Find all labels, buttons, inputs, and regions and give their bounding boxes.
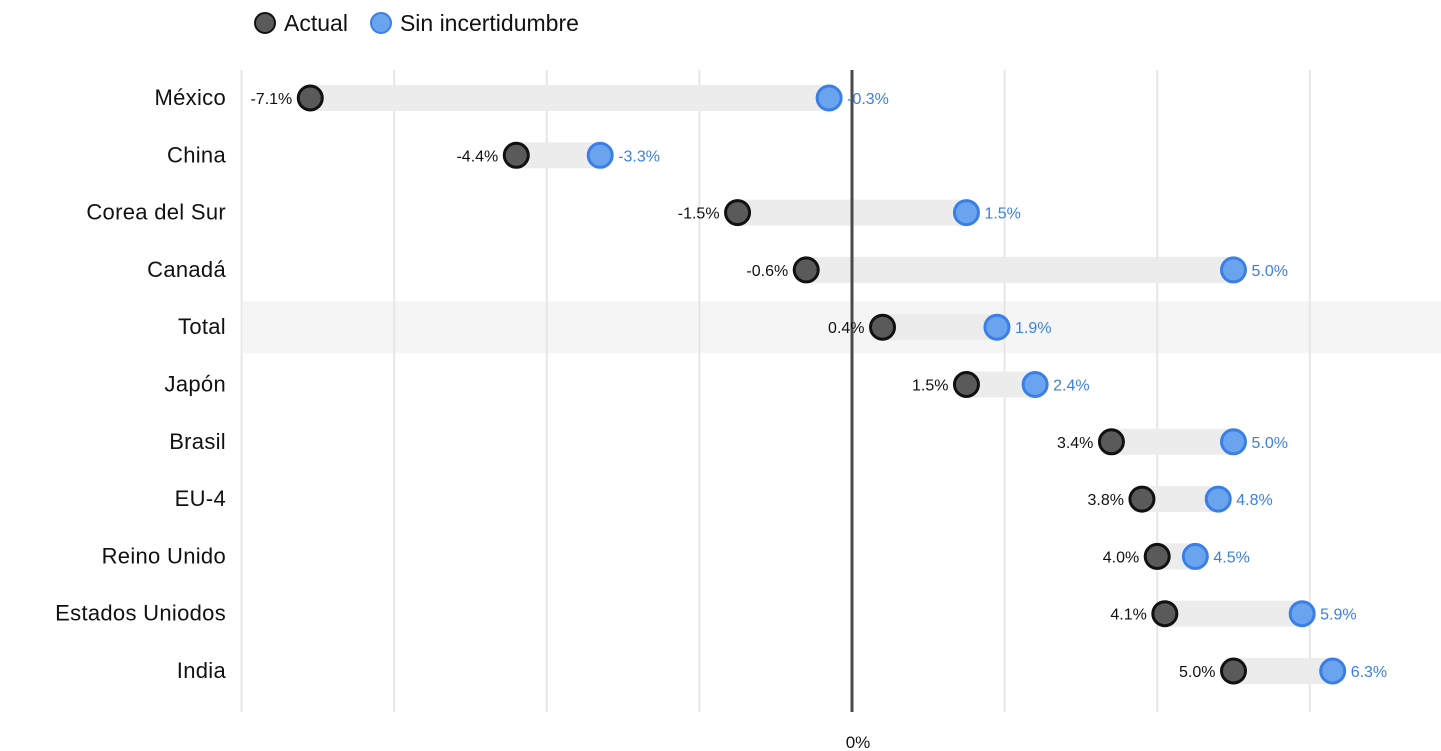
range-bar (1164, 600, 1303, 627)
actual-value-label: 0.4% (828, 320, 864, 337)
highlight-band (243, 301, 1441, 354)
actual-point (724, 199, 752, 227)
actual-value-label: 5.0% (1179, 664, 1215, 681)
actual-value-label: 3.8% (1087, 492, 1123, 509)
sin-incertidumbre-value-label: -0.3% (847, 91, 889, 108)
sin-incertidumbre-point (1181, 542, 1209, 570)
range-bar (516, 142, 601, 169)
actual-value-label: 3.4% (1057, 435, 1093, 452)
sin-incertidumbre-point (983, 313, 1011, 341)
x-tick-label: 0% (846, 733, 871, 751)
actual-point (1143, 542, 1171, 570)
category-label: China (167, 142, 226, 167)
actual-point (869, 313, 897, 341)
category-label: México (155, 85, 227, 110)
actual-value-label: -1.5% (678, 206, 720, 223)
sin-incertidumbre-point (1204, 485, 1232, 513)
legend: Actual Sin incertidumbre (254, 8, 601, 38)
legend-sin-incertidumbre-label: Sin incertidumbre (399, 9, 579, 36)
legend-item-sin-incertidumbre[interactable]: Sin incertidumbre (369, 9, 579, 37)
actual-value-label: 4.0% (1103, 549, 1139, 566)
legend-sin-incertidumbre-marker (369, 12, 392, 34)
sin-incertidumbre-value-label: 1.5% (984, 206, 1020, 223)
actual-point (1128, 485, 1156, 513)
sin-incertidumbre-point (1220, 428, 1247, 456)
category-label: Corea del Sur (86, 200, 226, 225)
sin-incertidumbre-value-label: 4.5% (1213, 549, 1249, 566)
sin-incertidumbre-point (815, 84, 843, 112)
legend-actual-marker (254, 12, 276, 34)
sin-incertidumbre-value-label: 5.9% (1320, 607, 1356, 624)
category-label: EU-4 (175, 486, 226, 511)
category-label: Estados Uniodos (55, 601, 226, 626)
sin-incertidumbre-value-label: 2.4% (1053, 378, 1089, 395)
category-label: Brasil (169, 429, 226, 454)
category-label: Japón (165, 372, 226, 397)
sin-incertidumbre-point (952, 199, 980, 227)
sin-incertidumbre-value-label: 1.9% (1015, 320, 1051, 337)
actual-value-label: -0.6% (746, 263, 788, 280)
range-bar (310, 85, 830, 111)
sin-incertidumbre-value-label: 5.0% (1252, 263, 1288, 280)
actual-value-label: 1.5% (912, 378, 948, 395)
actual-value-label: -7.1% (250, 91, 292, 108)
category-label: India (177, 658, 227, 683)
sin-incertidumbre-point (586, 141, 614, 169)
range-bar (882, 314, 997, 341)
sin-incertidumbre-value-label: 6.3% (1351, 664, 1387, 681)
legend-actual-label: Actual (284, 9, 348, 36)
actual-point (296, 84, 324, 112)
range-bar (1111, 428, 1234, 455)
sin-incertidumbre-point (1220, 256, 1247, 284)
sin-incertidumbre-point (1021, 371, 1049, 398)
sin-incertidumbre-value-label: 4.8% (1236, 492, 1272, 509)
sin-incertidumbre-value-label: 5.0% (1252, 435, 1288, 452)
category-label: Total (178, 314, 226, 339)
sin-incertidumbre-value-label: -3.3% (618, 148, 660, 165)
legend-item-actual[interactable]: Actual (254, 10, 348, 37)
actual-point (792, 256, 820, 284)
range-bar (1233, 658, 1333, 684)
actual-point (1151, 600, 1179, 628)
sin-incertidumbre-point (1288, 600, 1316, 628)
sin-incertidumbre-point (1319, 657, 1347, 685)
actual-value-label: -4.4% (456, 148, 498, 165)
actual-point (502, 141, 530, 169)
actual-value-label: 4.1% (1110, 607, 1146, 624)
actual-point (952, 371, 980, 398)
category-label: Reino Unido (102, 543, 226, 568)
actual-point (1097, 428, 1125, 456)
category-label: Canadá (147, 257, 226, 282)
actual-point (1220, 657, 1247, 685)
range-bar (806, 256, 1234, 283)
